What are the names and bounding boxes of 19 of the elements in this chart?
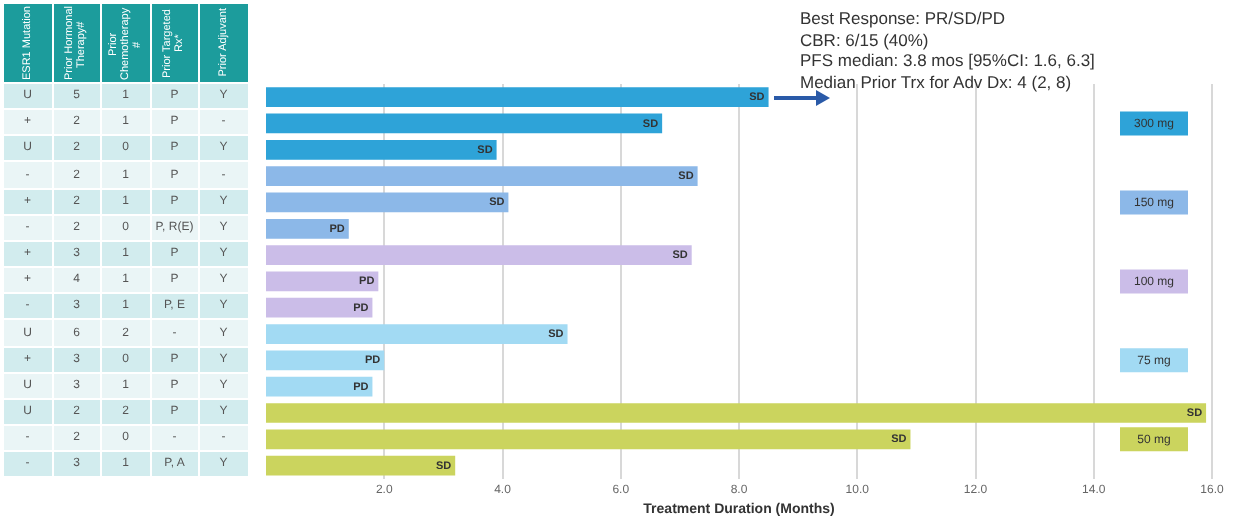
bar bbox=[266, 113, 663, 134]
annotation: Median Prior Trx for Adv Dx: 4 (2, 8) bbox=[800, 71, 1074, 92]
bar bbox=[266, 166, 698, 186]
bar bbox=[266, 139, 497, 160]
bar bbox=[266, 245, 692, 265]
text: CBR: 6/15 (40%) bbox=[800, 29, 931, 50]
bar bbox=[266, 87, 769, 108]
bar bbox=[266, 376, 373, 397]
bar bbox=[266, 192, 509, 213]
bar bbox=[266, 350, 385, 371]
bar bbox=[266, 455, 456, 476]
bar bbox=[266, 218, 349, 239]
text: Best Response: PR/SD/PD bbox=[800, 8, 1008, 29]
bar bbox=[266, 271, 379, 292]
bar bbox=[266, 324, 568, 344]
bar bbox=[266, 403, 1207, 423]
bar bbox=[266, 297, 373, 318]
text: PFS median: 3.8 mos [95%CI: 1.6, 6.3] bbox=[800, 50, 1095, 71]
bar bbox=[266, 429, 911, 450]
